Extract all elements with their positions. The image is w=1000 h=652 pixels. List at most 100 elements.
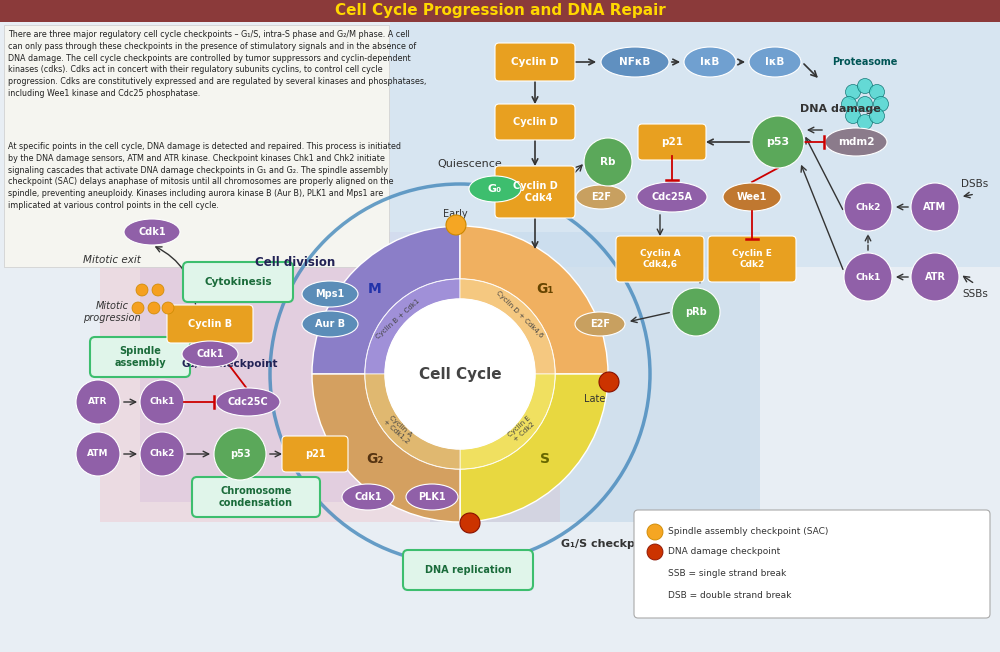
Text: IκB: IκB [700,57,720,67]
Circle shape [162,302,174,314]
Text: E2F: E2F [590,319,610,329]
Circle shape [140,380,184,424]
FancyBboxPatch shape [4,25,389,267]
FancyBboxPatch shape [638,124,706,160]
Circle shape [446,215,466,235]
Ellipse shape [749,47,801,77]
Wedge shape [312,226,460,374]
Text: Rb: Rb [600,157,616,167]
Ellipse shape [637,182,707,212]
Text: Quiescence: Quiescence [438,159,502,169]
Text: Early: Early [443,209,467,219]
Circle shape [599,372,619,392]
Wedge shape [460,279,555,374]
Ellipse shape [182,341,238,367]
Text: G₂/M checkpoint: G₂/M checkpoint [182,359,278,369]
Circle shape [858,96,872,111]
Circle shape [132,302,144,314]
FancyBboxPatch shape [183,262,293,302]
Text: Chk1: Chk1 [855,273,881,282]
Circle shape [152,284,164,296]
Text: There are three major regulatory cell cycle checkpoints – G₁/S, intra-S phase an: There are three major regulatory cell cy… [8,30,426,98]
Ellipse shape [825,128,887,156]
Text: p53: p53 [766,137,790,147]
FancyBboxPatch shape [0,0,1000,22]
Text: Mitotic
progression: Mitotic progression [83,301,141,323]
Circle shape [136,284,148,296]
Ellipse shape [124,219,180,245]
Text: DNA replication: DNA replication [425,565,511,575]
FancyBboxPatch shape [90,337,190,377]
Text: Cdk1: Cdk1 [196,349,224,359]
Text: E2F: E2F [591,192,611,202]
Circle shape [647,524,663,540]
Circle shape [870,85,885,100]
Text: DNA damage checkpoint: DNA damage checkpoint [668,548,780,557]
Text: Spindle assembly checkpoint (SAC): Spindle assembly checkpoint (SAC) [668,527,828,537]
Text: At specific points in the cell cycle, DNA damage is detected and repaired. This : At specific points in the cell cycle, DN… [8,142,401,210]
Text: p53: p53 [230,449,250,459]
FancyBboxPatch shape [495,43,575,81]
Text: Cyclin D: Cyclin D [511,57,559,67]
Text: M: M [368,282,382,296]
Text: Cyclin A
+ Cdk1,2: Cyclin A + Cdk1,2 [382,413,414,445]
Text: ATM: ATM [923,202,947,212]
Text: Cdc25A: Cdc25A [652,192,692,202]
Text: p21: p21 [661,137,683,147]
Circle shape [148,302,160,314]
FancyBboxPatch shape [634,510,990,618]
Text: DNA damage: DNA damage [800,104,880,114]
Text: Cyclin E
Cdk2: Cyclin E Cdk2 [732,249,772,269]
Text: DSB = double strand break: DSB = double strand break [668,591,791,599]
Text: G₁/S checkpoint: G₁/S checkpoint [561,539,659,549]
Text: SSB = single strand break: SSB = single strand break [668,569,786,578]
Wedge shape [460,374,555,469]
Wedge shape [312,374,460,522]
Text: ATR: ATR [88,398,108,406]
FancyBboxPatch shape [495,166,575,218]
Ellipse shape [216,388,280,416]
Ellipse shape [723,183,781,211]
Ellipse shape [406,484,458,510]
Text: Cell Cycle: Cell Cycle [419,366,501,381]
Polygon shape [140,232,430,502]
Text: Chk2: Chk2 [149,449,175,458]
Circle shape [647,544,663,560]
Text: Cdc25C: Cdc25C [228,397,268,407]
Text: NFκB: NFκB [619,57,651,67]
Text: ATR: ATR [924,272,946,282]
Text: Cytokinesis: Cytokinesis [204,277,272,287]
Text: Cyclin D: Cyclin D [513,117,557,127]
Text: Proteasome: Proteasome [832,57,898,67]
Wedge shape [460,226,608,374]
FancyBboxPatch shape [708,236,796,282]
Text: Wee1: Wee1 [737,192,767,202]
FancyBboxPatch shape [390,22,1000,267]
Text: ATM: ATM [87,449,109,458]
Circle shape [672,288,720,336]
Ellipse shape [601,47,669,77]
Polygon shape [430,232,760,522]
Text: pRb: pRb [685,307,707,317]
FancyBboxPatch shape [167,305,253,343]
Ellipse shape [342,484,394,510]
Circle shape [584,138,632,186]
Text: Aur B: Aur B [315,319,345,329]
Circle shape [874,96,889,111]
Circle shape [214,428,266,480]
Circle shape [140,432,184,476]
Text: Cell division: Cell division [255,256,335,269]
Text: Cyclin B + Cdk1: Cyclin B + Cdk1 [375,298,421,340]
Ellipse shape [575,312,625,336]
Circle shape [460,513,480,533]
Text: Cyclin A
Cdk4,6: Cyclin A Cdk4,6 [640,249,680,269]
Circle shape [76,380,120,424]
Ellipse shape [469,176,521,202]
Circle shape [858,115,872,130]
Ellipse shape [576,185,626,209]
Text: Chk2: Chk2 [855,203,881,211]
Text: Mps1: Mps1 [315,289,345,299]
Wedge shape [460,374,608,522]
Text: G₂: G₂ [366,452,384,466]
FancyBboxPatch shape [495,104,575,140]
